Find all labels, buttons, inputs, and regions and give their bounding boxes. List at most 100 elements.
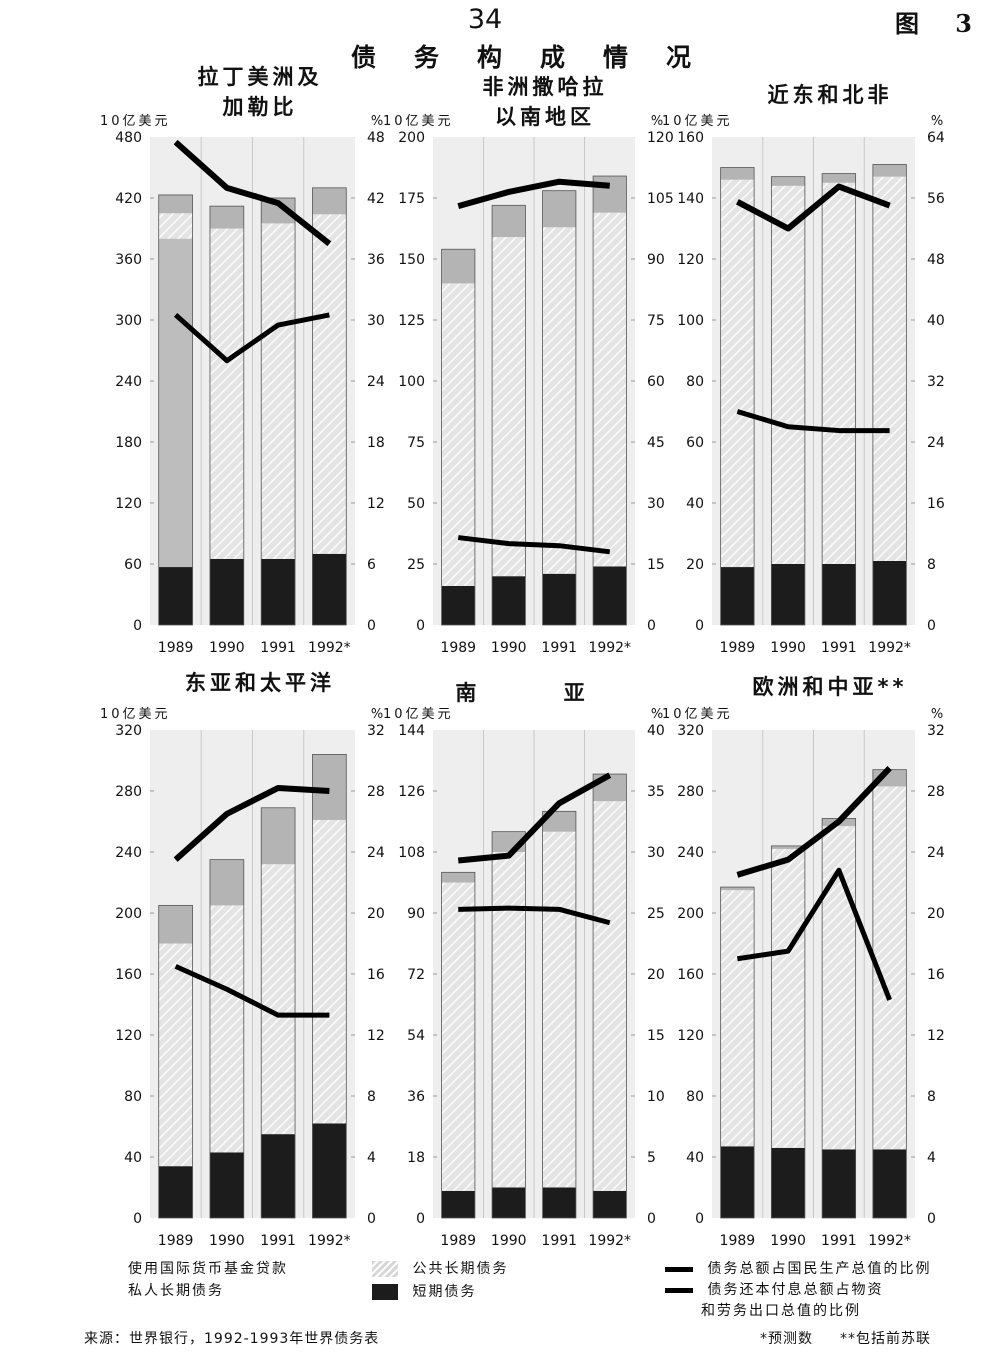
right-tick-label: 4 — [367, 1150, 376, 1166]
forecast-note: *预测数 — [760, 1331, 813, 1347]
bar-outline — [209, 859, 245, 1219]
left-tick-label: 18 — [407, 1150, 425, 1166]
bar-segment-public-long-term — [822, 182, 856, 564]
left-tick-label: 280 — [115, 784, 142, 800]
bar-segment-public-long-term — [261, 223, 296, 559]
right-tick-label: 105 — [647, 191, 674, 207]
panel-title-east-asia: 东亚和太平洋 — [185, 671, 335, 695]
right-tick-label: 48 — [367, 130, 385, 146]
bar-segment-imf — [822, 173, 856, 183]
right-tick-label: 20 — [647, 967, 665, 983]
left-tick-label: 40 — [124, 1150, 142, 1166]
bar-segment-public-long-term — [720, 890, 755, 1147]
bar-outline — [312, 187, 347, 626]
page-number: 34 — [467, 4, 503, 35]
right-tick-label: 32 — [367, 723, 385, 739]
line-debt-service-to-exports — [737, 867, 892, 1001]
right-tick-label: 4 — [927, 1150, 936, 1166]
bar-segment-public-long-term — [542, 227, 576, 574]
right-tick-label: 0 — [647, 1211, 656, 1227]
x-tick-label: 1991 — [541, 1233, 577, 1249]
right-tick-label: 15 — [647, 1028, 665, 1044]
bar-segment-short-term — [261, 558, 296, 625]
x-tick-label: 1990 — [491, 640, 527, 656]
ussr-note: **包括前苏联 — [840, 1331, 931, 1347]
right-tick-label: 42 — [367, 191, 385, 207]
right-tick-label: 0 — [367, 1211, 376, 1227]
bar-outline — [770, 845, 806, 1219]
bar-segment-public-long-term — [492, 852, 526, 1188]
bar-outline — [158, 904, 193, 1219]
panel-title-middle-east: 近东和北非 — [767, 83, 893, 107]
legend-item-short: 短期债务 — [372, 1281, 476, 1301]
right-tick-label: 12 — [927, 1028, 945, 1044]
bar-segment-short-term — [312, 553, 347, 625]
left-tick-label: 20 — [686, 557, 704, 573]
bar-segment-imf — [542, 811, 576, 832]
bar-outline — [441, 248, 476, 626]
panel-title-europe-central-asia: 欧洲和中亚** — [752, 675, 908, 699]
left-tick-label: 25 — [407, 557, 425, 573]
bar-segment-public-long-term — [771, 848, 805, 1148]
legend-label-public: 公共长期债务 — [412, 1261, 509, 1277]
panel-title-south-asia: 南 亚 — [455, 681, 625, 705]
legend-swatch-public — [372, 1261, 398, 1277]
right-tick-label: 30 — [647, 496, 665, 512]
bar-outline — [491, 831, 526, 1219]
right-tick-label: 40 — [927, 313, 945, 329]
right-tick-label: 30 — [367, 313, 385, 329]
bar-segment-public-long-term — [720, 179, 755, 568]
left-tick-label: 80 — [686, 374, 704, 390]
line-debt-to-gnp — [457, 772, 612, 864]
left-tick-label: 320 — [677, 723, 704, 739]
left-tick-label: 40 — [686, 1150, 704, 1166]
bar-segment-imf — [209, 859, 244, 906]
bar-segment-public-long-term — [209, 905, 244, 1153]
line-debt-to-gnp — [457, 178, 610, 210]
right-tick-label: 0 — [647, 618, 656, 634]
left-tick-label: 240 — [115, 374, 142, 390]
left-tick-label: 54 — [407, 1028, 425, 1044]
bar-segment-short-term — [822, 564, 856, 625]
left-tick-label: 120 — [115, 1028, 142, 1044]
bar-segment-imf — [158, 905, 193, 944]
left-tick-label: 0 — [695, 1211, 704, 1227]
left-tick-label: 40 — [686, 496, 704, 512]
x-tick-label: 1989 — [158, 1233, 194, 1249]
bar-segment-imf — [158, 194, 193, 214]
bar-segment-short-term — [209, 1152, 244, 1218]
right-tick-label: 40 — [647, 723, 665, 739]
bar-segment-short-term — [593, 1190, 627, 1218]
bar-segment-public-long-term — [593, 801, 627, 1191]
bar-segment-short-term — [312, 1123, 347, 1218]
legend-label-line2b: 和劳务出口总值的比例 — [701, 1303, 861, 1319]
main-title: 债务构成情况 — [350, 43, 729, 72]
right-unit-label: % — [651, 114, 663, 129]
bar-segment-short-term — [158, 1166, 193, 1218]
left-tick-label: 420 — [115, 191, 142, 207]
left-tick-label: 120 — [677, 252, 704, 268]
right-unit-label: % — [931, 114, 943, 129]
x-tick-label: 1990 — [209, 1233, 245, 1249]
bar-segment-imf — [771, 176, 805, 186]
legend-item-private: 私人长期债务 — [128, 1280, 224, 1300]
line-debt-to-gnp — [173, 139, 332, 247]
bar-outline — [872, 164, 907, 626]
right-tick-label: 8 — [927, 557, 936, 573]
bar-outline — [209, 205, 245, 626]
left-tick-label: 125 — [398, 313, 425, 329]
bar-segment-public-long-term — [441, 283, 475, 586]
legend-label-imf: 使用国际货币基金贷款 — [128, 1261, 288, 1277]
bar-outline — [821, 173, 857, 626]
right-tick-label: 90 — [647, 252, 665, 268]
x-tick-label: 1992* — [308, 640, 351, 656]
right-tick-label: 6 — [367, 557, 376, 573]
legend-item-imf: 使用国际货币基金贷款 — [128, 1258, 288, 1278]
left-tick-label: 60 — [124, 557, 142, 573]
right-tick-label: 48 — [927, 252, 945, 268]
line-debt-to-gnp — [173, 784, 330, 862]
bar-segment-short-term — [261, 1134, 296, 1218]
legend-label-line1: 债务总额占国民生产总值的比例 — [707, 1261, 932, 1277]
bar-segment-imf — [593, 176, 627, 213]
bar-segment-imf — [209, 206, 244, 229]
